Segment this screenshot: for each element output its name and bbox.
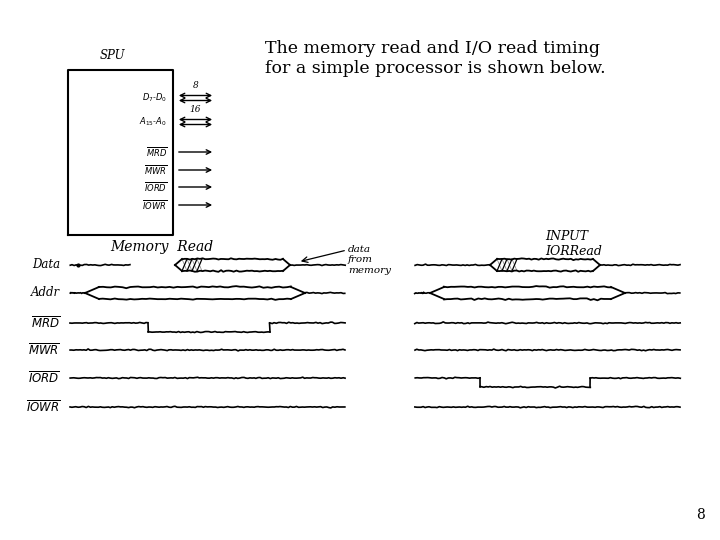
Text: data
from
memory: data from memory — [348, 245, 391, 275]
Text: 8: 8 — [696, 508, 705, 522]
Text: $\overline{MRD}$: $\overline{MRD}$ — [31, 315, 60, 331]
Text: Data: Data — [32, 259, 60, 272]
Text: INPUT
IORRead: INPUT IORRead — [545, 230, 602, 258]
Text: Memory  Read: Memory Read — [110, 240, 213, 254]
Text: Addr: Addr — [31, 287, 60, 300]
Text: $D_7$-$D_0$: $D_7$-$D_0$ — [142, 92, 167, 104]
Text: $\overline{MWR}$: $\overline{MWR}$ — [28, 342, 60, 358]
Text: $\overline{IOWR}$: $\overline{IOWR}$ — [142, 198, 167, 212]
Text: 8: 8 — [193, 81, 199, 90]
Text: 16: 16 — [190, 105, 202, 114]
Text: SPU: SPU — [99, 49, 125, 62]
Text: The memory read and I/O read timing
for a simple processor is shown below.: The memory read and I/O read timing for … — [265, 40, 606, 77]
Text: $\overline{IORD}$: $\overline{IORD}$ — [144, 180, 167, 194]
Text: $\overline{IORD}$: $\overline{IORD}$ — [28, 370, 60, 386]
Text: $\overline{MRD}$: $\overline{MRD}$ — [145, 145, 167, 159]
Text: $A_{15}$-$A_0$: $A_{15}$-$A_0$ — [139, 116, 167, 128]
Text: $\overline{IOWR}$: $\overline{IOWR}$ — [25, 399, 60, 415]
Text: $\overline{MWR}$: $\overline{MWR}$ — [144, 163, 167, 177]
